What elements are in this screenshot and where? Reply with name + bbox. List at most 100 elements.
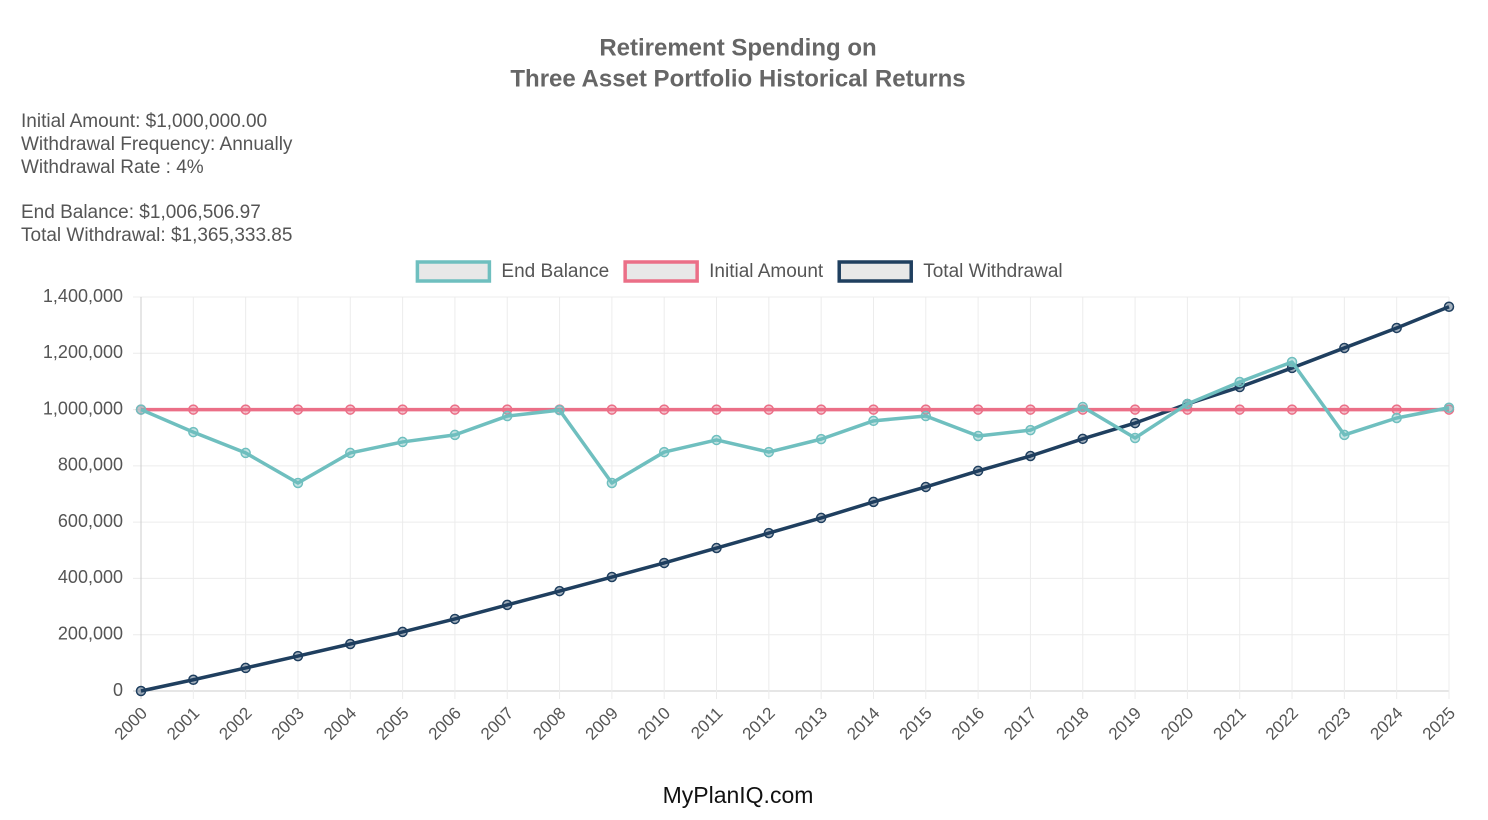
data-point xyxy=(1339,342,1350,354)
data-point xyxy=(711,542,722,554)
data-point xyxy=(1129,432,1141,444)
data-point xyxy=(501,410,513,422)
data-point xyxy=(1286,404,1298,415)
data-point xyxy=(188,426,199,438)
data-point xyxy=(711,434,722,446)
x-tick-label: 2005 xyxy=(372,704,412,744)
x-tick-label: 2018 xyxy=(1053,704,1093,744)
x-tick-label: 2004 xyxy=(320,704,360,744)
data-point xyxy=(1025,450,1036,462)
data-point xyxy=(1339,429,1350,441)
y-tick-label: 200,000 xyxy=(58,623,123,643)
data-point xyxy=(397,404,408,415)
data-point xyxy=(868,404,879,415)
x-tick-label: 2024 xyxy=(1366,704,1406,744)
y-tick-label: 800,000 xyxy=(58,455,123,475)
data-point xyxy=(345,404,356,415)
data-point xyxy=(868,415,879,427)
x-tick-label: 2007 xyxy=(477,704,517,744)
x-tick-label: 2013 xyxy=(791,704,831,744)
data-point xyxy=(501,599,513,611)
x-tick-label: 2015 xyxy=(896,704,936,744)
data-point xyxy=(1025,424,1036,436)
summary-text: End Balance: $1,006,506.97 xyxy=(21,202,261,223)
x-tick-label: 2010 xyxy=(634,704,674,744)
x-tick-label: 2012 xyxy=(739,704,779,744)
x-tick-label: 2008 xyxy=(529,704,569,744)
legend-swatch xyxy=(623,260,699,283)
data-point xyxy=(972,404,984,415)
y-tick-label: 1,000,000 xyxy=(43,398,123,418)
x-tick-label: 2025 xyxy=(1419,704,1459,744)
chart-title: Three Asset Portfolio Historical Returns xyxy=(510,65,965,92)
legend-swatch xyxy=(415,260,492,283)
data-point xyxy=(1182,398,1193,410)
x-tick-label: 2006 xyxy=(425,704,465,744)
data-point xyxy=(606,404,618,415)
x-tick-label: 2017 xyxy=(1000,704,1040,744)
data-point xyxy=(763,527,775,539)
data-point xyxy=(1339,404,1350,415)
data-point xyxy=(1286,356,1298,368)
data-point xyxy=(345,638,356,650)
x-tick-label: 2022 xyxy=(1262,704,1302,744)
info-text: Initial Amount: $1,000,000.00 xyxy=(21,111,267,132)
data-point xyxy=(397,436,408,448)
data-point xyxy=(135,685,147,697)
x-tick-label: 2001 xyxy=(163,704,203,744)
data-point xyxy=(815,433,827,445)
x-tick-label: 2019 xyxy=(1105,704,1145,744)
data-point xyxy=(1234,376,1245,388)
x-tick-label: 2003 xyxy=(268,704,308,744)
data-point xyxy=(292,650,304,662)
data-point xyxy=(711,404,722,415)
data-point xyxy=(1129,404,1141,415)
data-point xyxy=(920,481,932,493)
data-point xyxy=(606,571,618,583)
data-point xyxy=(658,446,670,458)
data-point xyxy=(554,585,565,597)
y-tick-label: 400,000 xyxy=(58,567,123,587)
legend-label: Total Withdrawal xyxy=(923,261,1062,282)
x-tick-label: 2020 xyxy=(1157,704,1197,744)
data-point xyxy=(397,626,408,638)
data-point xyxy=(658,557,670,569)
legend-label: Initial Amount xyxy=(709,261,824,282)
data-point xyxy=(1077,433,1089,445)
data-point xyxy=(1391,404,1402,415)
data-point xyxy=(763,446,775,458)
data-point xyxy=(135,404,147,415)
y-tick-label: 0 xyxy=(113,680,123,700)
x-tick-label: 2011 xyxy=(687,704,726,743)
data-point xyxy=(1025,404,1036,415)
data-point xyxy=(972,430,984,442)
data-point xyxy=(868,496,879,508)
data-point xyxy=(1443,301,1455,313)
x-tick-label: 2000 xyxy=(111,704,151,744)
data-point xyxy=(188,674,199,685)
data-point xyxy=(240,662,251,674)
info-text: Withdrawal Rate : 4% xyxy=(21,157,204,178)
x-tick-label: 2023 xyxy=(1314,704,1354,744)
data-point xyxy=(449,429,461,441)
data-point xyxy=(815,404,827,415)
footer: MyPlanIQ.com xyxy=(663,782,814,808)
data-point xyxy=(658,404,670,415)
data-point xyxy=(1391,322,1402,334)
series-line xyxy=(140,360,1450,485)
data-point xyxy=(815,512,827,524)
legend: End Balance Initial Amount Total Withdrawa… xyxy=(415,260,1063,283)
x-tick-label: 2009 xyxy=(582,704,622,744)
data-point xyxy=(1391,412,1402,424)
data-point xyxy=(554,404,565,416)
data-point xyxy=(972,465,984,477)
series-line xyxy=(140,305,1450,693)
data-point xyxy=(449,404,461,415)
data-point xyxy=(240,404,251,415)
data-point xyxy=(1234,404,1245,415)
data-point xyxy=(188,404,199,415)
x-tick-label: 2021 xyxy=(1210,704,1250,744)
data-point xyxy=(763,404,775,415)
